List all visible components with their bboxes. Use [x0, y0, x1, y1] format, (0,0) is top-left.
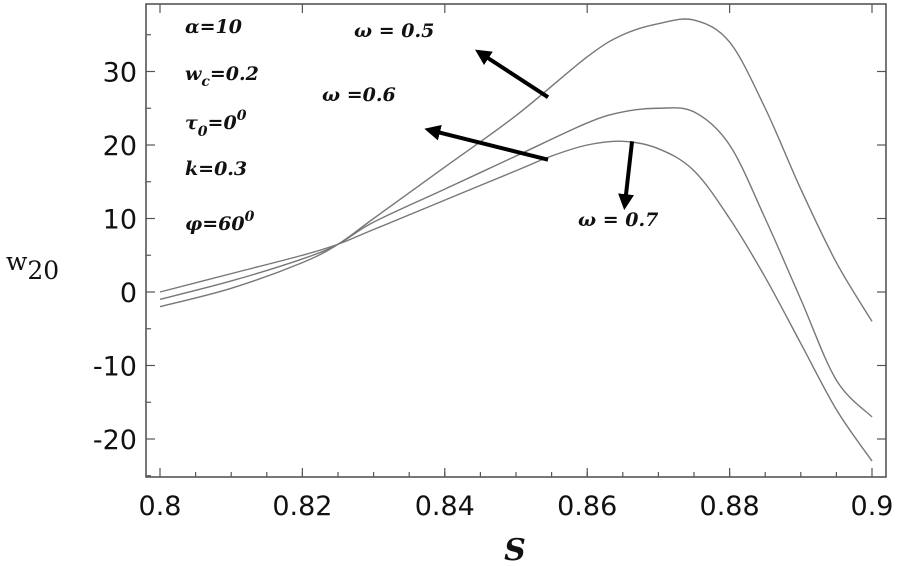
annotation-omega-06: ω =0.6: [322, 84, 396, 106]
annotation-arrow-2: [424, 124, 549, 162]
parameter-block: α=10 wc=0.2 τ0=00 k=0.3 φ=600: [185, 16, 259, 235]
x-tick-label: 0.84: [415, 491, 475, 522]
y-axis-label: w20: [6, 247, 59, 285]
x-tick-label: 0.8: [139, 491, 182, 522]
annotation-arrows: [424, 49, 635, 211]
annotation-arrow-3: [618, 141, 635, 211]
y-tick-label: -20: [93, 425, 137, 456]
x-axis-ticks: 0.8 0.82 0.84 0.86 0.88 0.9: [139, 4, 894, 522]
series-line-1: [159, 18, 873, 322]
y-tick-label: 0: [120, 278, 137, 309]
param-phi: φ=600: [185, 209, 255, 235]
annotation-arrow-1: [475, 49, 550, 99]
x-tick-label: 0.82: [272, 491, 332, 522]
param-wc: wc=0.2: [185, 63, 259, 90]
annotation-omega-05: ω = 0.5: [354, 20, 434, 42]
series-line-3: [159, 140, 873, 462]
y-tick-label: 10: [103, 205, 137, 236]
y-tick-label: 20: [103, 131, 137, 162]
param-k: k=0.3: [185, 158, 247, 180]
series-line-2: [159, 107, 873, 418]
x-tick-label: 0.86: [557, 491, 617, 522]
x-tick-label: 0.9: [851, 491, 894, 522]
param-tau: τ0=00: [185, 108, 247, 140]
annotation-omega-07: ω = 0.7: [578, 209, 658, 231]
y-tick-label: -10: [93, 352, 137, 383]
y-tick-label: 30: [103, 58, 137, 89]
y-axis-ticks: -20 -10 0 10 20 30: [93, 34, 886, 477]
data-curves: [159, 18, 873, 462]
x-axis-label: S: [504, 533, 526, 566]
param-alpha: α=10: [185, 16, 242, 38]
curve-annotations: ω = 0.5 ω =0.6 ω = 0.7: [322, 20, 658, 231]
x-tick-label: 0.88: [700, 491, 760, 522]
